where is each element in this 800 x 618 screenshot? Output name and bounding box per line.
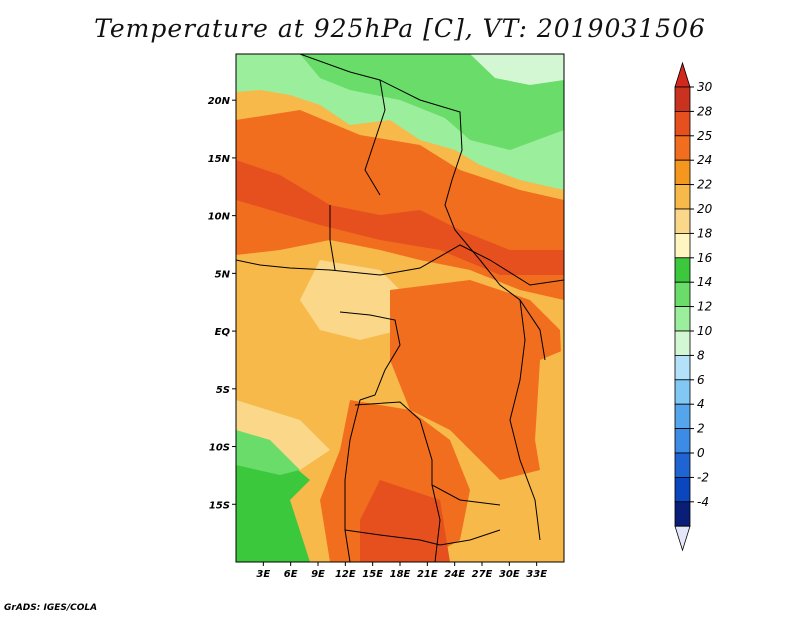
- colorbar-swatch: [674, 403, 691, 430]
- colorbar-label: 4: [697, 397, 705, 411]
- colorbar-label: -4: [697, 495, 709, 509]
- colorbar-label: -2: [697, 470, 709, 484]
- chart-title: Temperature at 925hPa [C], VT: 201903150…: [94, 14, 706, 43]
- colorbar-swatch: [674, 476, 691, 503]
- colorbar-label: 2: [697, 422, 705, 436]
- y-tick-label: 15N: [208, 154, 231, 165]
- colorbar-label: 0: [697, 446, 705, 460]
- colorbar-swatch: [674, 281, 691, 308]
- colorbar-label: 24: [697, 153, 712, 167]
- colorbar-label: 22: [697, 178, 712, 192]
- colorbar-swatch: [674, 354, 691, 381]
- colorbar-label: 14: [697, 275, 712, 289]
- x-tick-label: 9E: [311, 569, 325, 580]
- country-boundaries: [236, 54, 564, 562]
- x-tick-label: 27E: [472, 569, 493, 580]
- colorbar-swatch: [674, 452, 691, 478]
- colorbar-swatch: [674, 184, 691, 210]
- footer-credit: GrADS: IGES/COLA: [4, 603, 98, 613]
- colorbar-swatch: [674, 232, 691, 259]
- colorbar-swatch: [674, 501, 691, 527]
- y-tick-label: EQ: [215, 327, 231, 338]
- colorbar-top-triangle: [674, 61, 691, 88]
- colorbar-swatch: [674, 111, 691, 137]
- colorbar-swatch: [674, 159, 691, 185]
- y-axis-ticks: 20N 15N 10N 5N EQ 5S 10S 15S: [208, 96, 236, 511]
- colorbar-swatch: [674, 330, 691, 356]
- colorbar-label: 6: [697, 373, 705, 387]
- colorbar-label: 28: [697, 104, 713, 118]
- colorbar-label: 16: [697, 251, 713, 265]
- colorbar-swatch: [674, 135, 691, 161]
- x-tick-label: 33E: [526, 569, 547, 580]
- colorbar-swatch: [674, 306, 691, 332]
- colorbar-swatch: [674, 379, 691, 405]
- x-tick-label: 12E: [335, 569, 356, 580]
- colorbar-bottom-triangle: [674, 525, 691, 552]
- y-tick-label: 10N: [208, 212, 231, 223]
- colorbar-label: 30: [697, 80, 713, 94]
- temperature-field: [236, 54, 564, 562]
- y-tick-label: 15S: [209, 500, 230, 511]
- y-tick-label: 5S: [216, 385, 230, 396]
- y-tick-label: 20N: [208, 96, 231, 107]
- colorbar-label: 20: [697, 202, 713, 216]
- colorbar-label: 8: [697, 348, 705, 362]
- y-tick-label: 10S: [209, 443, 230, 454]
- colorbar-swatch: [674, 208, 691, 234]
- y-tick-label: 5N: [215, 269, 231, 280]
- colorbar-label: 12: [697, 300, 712, 314]
- x-tick-label: 21E: [417, 569, 438, 580]
- x-tick-label: 6E: [284, 569, 298, 580]
- x-tick-label: 15E: [362, 569, 383, 580]
- x-tick-label: 3E: [256, 569, 270, 580]
- x-tick-label: 24E: [444, 569, 465, 580]
- colorbar-swatch: [674, 86, 691, 112]
- colorbar-label: 10: [697, 324, 713, 338]
- colorbar-swatch: [674, 257, 691, 283]
- x-tick-label: 30E: [499, 569, 520, 580]
- colorbar-label: 18: [697, 226, 713, 240]
- colorbar-label: 25: [697, 129, 712, 143]
- x-tick-label: 18E: [390, 569, 411, 580]
- colorbar-swatch: [674, 428, 691, 454]
- x-axis-ticks: 3E 6E 9E 12E 15E 18E 21E 24E 27E 30E 33E: [256, 562, 547, 580]
